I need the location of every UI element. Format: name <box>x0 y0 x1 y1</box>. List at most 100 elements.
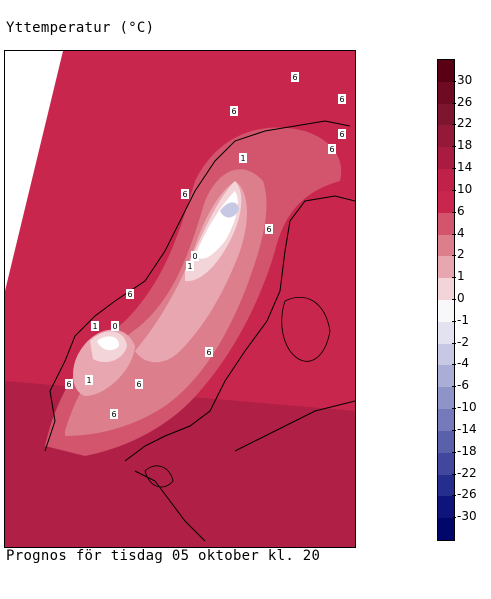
svg-text:6: 6 <box>266 225 271 234</box>
legend-swatch <box>438 190 454 214</box>
no-data-area <box>5 51 63 291</box>
legend-label: 4 <box>457 225 465 240</box>
svg-text:6: 6 <box>339 130 344 139</box>
legend-label: -10 <box>457 400 477 415</box>
legend-label: 18 <box>457 138 473 153</box>
contour-label: 6 <box>135 379 143 389</box>
legend-label: 22 <box>457 116 473 131</box>
svg-text:6: 6 <box>339 95 344 104</box>
legend-label: 2 <box>457 247 465 262</box>
legend-swatch <box>438 452 454 476</box>
legend-swatch <box>438 430 454 454</box>
legend-tick <box>452 386 456 388</box>
legend-swatch <box>438 409 454 432</box>
contour-label: 6 <box>181 189 189 199</box>
legend-label: -2 <box>457 334 469 349</box>
coastline <box>44 120 355 542</box>
svg-text:0: 0 <box>112 322 117 331</box>
legend-label: 6 <box>457 203 465 218</box>
svg-text:6: 6 <box>231 107 236 116</box>
contour-label: 0 <box>191 251 199 261</box>
contour-label: 6 <box>126 289 134 299</box>
legend-label: -22 <box>457 465 477 480</box>
legend-tick <box>452 277 456 279</box>
svg-text:6: 6 <box>111 410 116 419</box>
legend-label: 14 <box>457 160 473 175</box>
svg-text:6: 6 <box>329 145 334 154</box>
legend-swatch <box>438 321 454 345</box>
legend-swatch <box>438 496 454 519</box>
svg-text:0: 0 <box>192 252 197 261</box>
legend-tick <box>452 429 456 431</box>
svg-text:6: 6 <box>206 348 211 357</box>
region-below-zero-2 <box>220 202 239 218</box>
legend-tick <box>452 124 456 126</box>
contour-label: 6 <box>291 72 299 82</box>
contour-label: 6 <box>338 129 346 139</box>
legend-tick <box>452 408 456 410</box>
legend-label: 10 <box>457 181 473 196</box>
svg-text:1: 1 <box>240 154 245 163</box>
legend-swatch <box>438 147 454 170</box>
temperature-map: 6 6 6 6 6 1 6 0 1 6 6 6 1 0 6 1 6 6 <box>4 50 356 548</box>
legend-swatch <box>438 81 454 105</box>
legend-label: 26 <box>457 94 473 109</box>
contour-label: 6 <box>328 144 336 154</box>
legend-label: -4 <box>457 356 469 371</box>
legend-tick <box>452 146 456 148</box>
contour-label: 1 <box>239 153 247 163</box>
svg-text:1: 1 <box>187 262 192 271</box>
legend-tick <box>452 299 456 300</box>
lake-outline <box>281 296 331 362</box>
svg-text:1: 1 <box>92 322 97 331</box>
legend-swatch <box>438 300 454 323</box>
svg-text:1: 1 <box>86 376 91 385</box>
color-legend <box>437 59 455 541</box>
legend-label: -14 <box>457 421 477 436</box>
contour-label: 1 <box>186 261 194 271</box>
forecast-caption: Prognos för tisdag 05 oktober kl. 20 <box>6 548 321 564</box>
contour-label: 6 <box>265 224 273 234</box>
legend-label: -26 <box>457 487 477 502</box>
contour-labels: 6 6 6 6 6 1 6 0 1 6 6 6 1 0 6 1 6 6 <box>65 72 346 419</box>
contour-label: 0 <box>111 321 119 331</box>
svg-text:6: 6 <box>292 73 297 82</box>
legend-swatch <box>438 518 454 541</box>
legend-tick <box>452 517 456 519</box>
island-outline <box>144 465 174 488</box>
legend-swatch <box>438 212 454 236</box>
legend-tick <box>452 233 456 235</box>
contour-label: 6 <box>338 94 346 104</box>
legend-label: 30 <box>457 72 473 87</box>
legend-tick <box>452 320 456 322</box>
legend-tick <box>452 495 456 497</box>
legend-tick <box>452 211 456 213</box>
legend-swatch <box>438 103 454 126</box>
legend-label: 0 <box>457 291 465 305</box>
legend-swatch <box>438 256 454 279</box>
legend-swatch <box>438 60 454 83</box>
legend-tick <box>452 364 456 366</box>
legend-label: -1 <box>457 312 469 327</box>
contour-label: 6 <box>110 409 118 419</box>
legend-swatch <box>438 387 454 410</box>
legend-tick <box>452 102 456 104</box>
legend-tick <box>452 168 456 170</box>
map-title: Yttemperatur (°C) <box>6 20 155 36</box>
svg-text:6: 6 <box>66 380 71 389</box>
contour-label: 6 <box>230 106 238 116</box>
contour-label: 1 <box>91 321 99 331</box>
legend-tick <box>452 451 456 453</box>
legend-tick <box>452 473 456 475</box>
legend-tick <box>452 80 456 82</box>
legend-swatch <box>438 169 454 192</box>
legend-tick <box>452 342 456 344</box>
legend-tick <box>452 189 456 191</box>
contour-label: 6 <box>205 347 213 357</box>
svg-text:6: 6 <box>182 190 187 199</box>
legend-label: -18 <box>457 443 477 458</box>
contour-label: 6 <box>65 379 73 389</box>
legend-label: -30 <box>457 509 477 524</box>
region-below-zero-3 <box>97 336 120 351</box>
contour-label: 1 <box>85 375 93 385</box>
